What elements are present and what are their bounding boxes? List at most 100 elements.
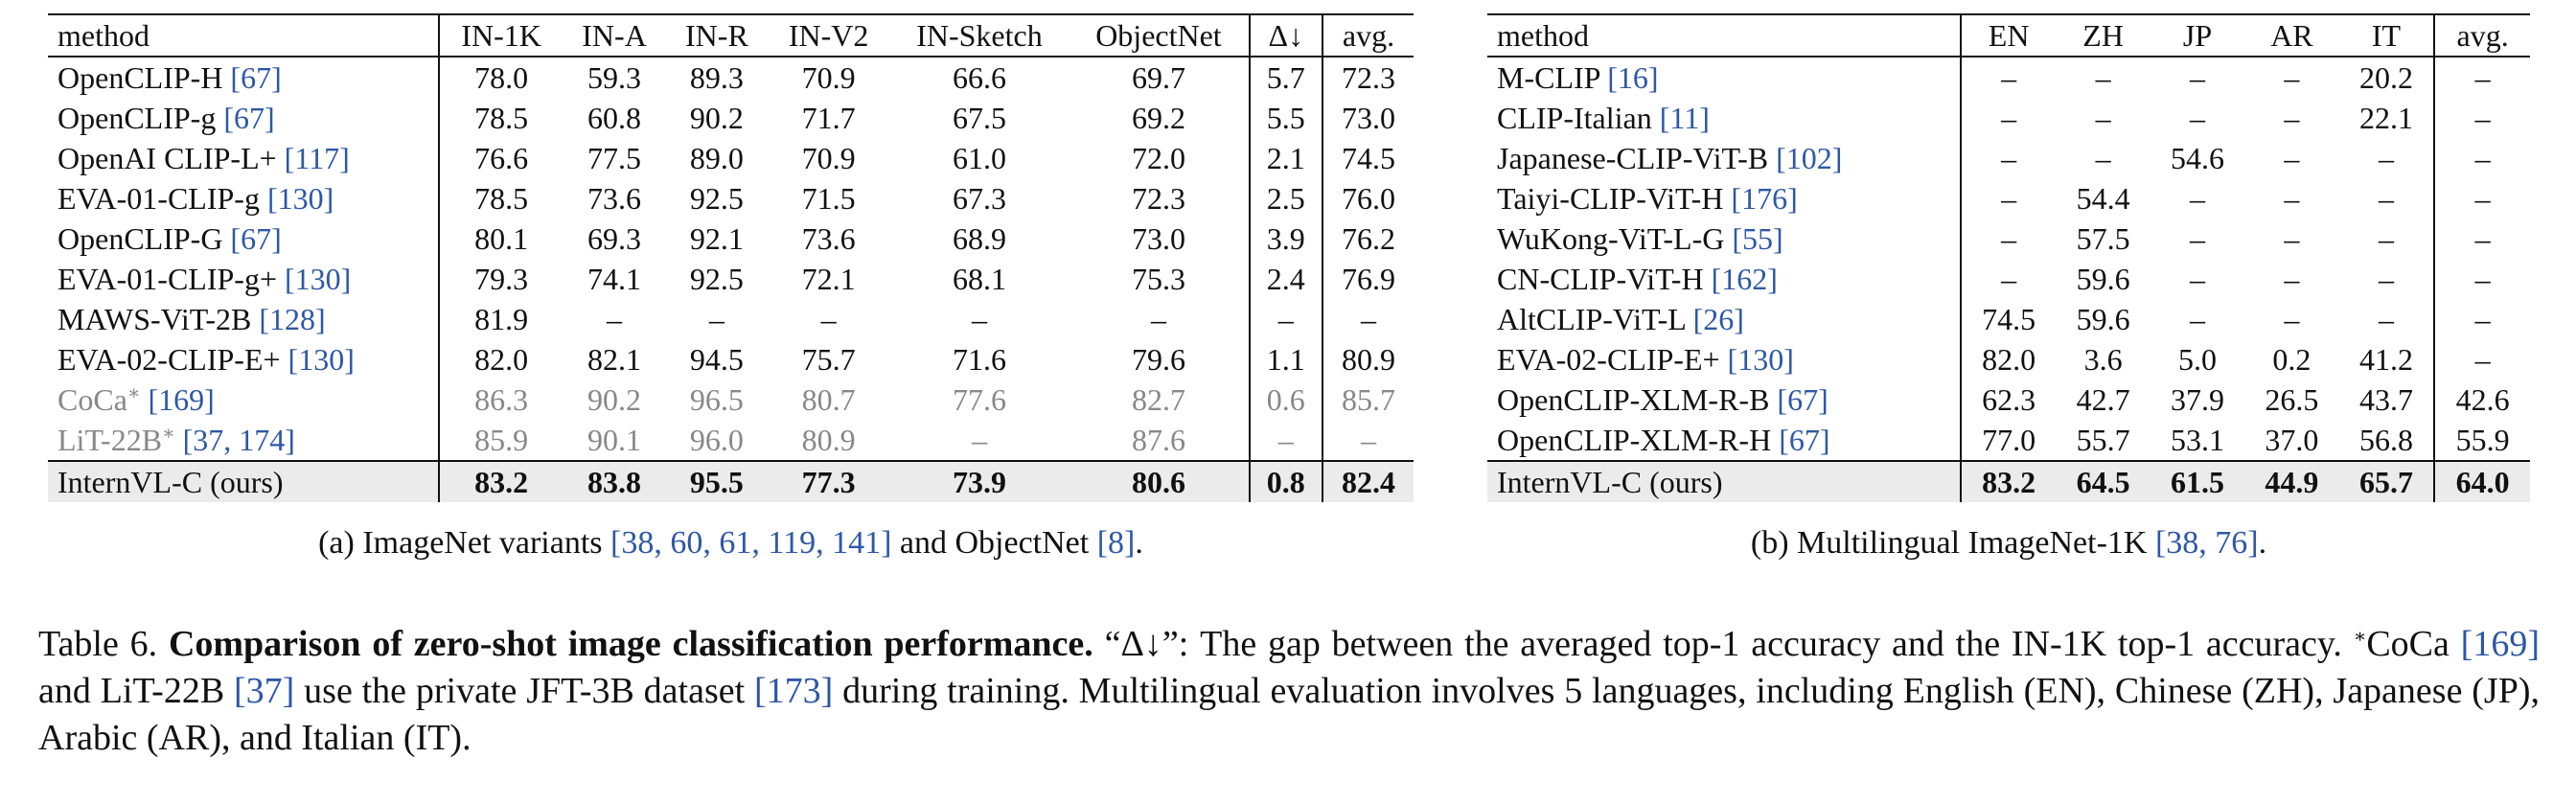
value-cell: –: [2190, 302, 2206, 336]
value-cell: 77.6: [952, 382, 1006, 417]
table-row: OpenAI CLIP-L+ [117] 76.6 77.5 89.0 70.9 61.0…: [48, 138, 1414, 178]
citation-link[interactable]: [130]: [288, 342, 355, 377]
value-cell: 76.2: [1321, 218, 1414, 259]
citation-link[interactable]: [130]: [1727, 342, 1794, 377]
caption-citation[interactable]: [173]: [754, 671, 834, 711]
method-name: OpenAI CLIP-L+: [58, 141, 277, 175]
value-cell: 22.1: [2358, 101, 2413, 135]
method-cell: EVA-02-CLIP-E+ [130]: [1487, 339, 1961, 380]
column-header: JP: [2150, 14, 2245, 58]
method-name: EVA-02-CLIP-E+: [1497, 342, 1720, 377]
column-header: EN: [1959, 14, 2057, 58]
citation-link[interactable]: [67]: [1777, 382, 1828, 417]
subcaption-a-citation-objectnet[interactable]: [8]: [1096, 525, 1136, 561]
citation-link[interactable]: [128]: [259, 302, 326, 336]
value-cell: 68.1: [952, 262, 1006, 296]
citation-link[interactable]: [67]: [223, 101, 275, 135]
table-row: OpenCLIP-XLM-R-H [67] 77.0 55.7 53.1 37.0 56.…: [1487, 420, 2530, 462]
column-header: IN-V2: [767, 14, 890, 58]
subcaption-a-period: .: [1135, 525, 1143, 561]
value-cell: –: [2190, 262, 2206, 296]
citation-link[interactable]: [16]: [1607, 60, 1659, 95]
caption-text: “Δ↓”: The gap between the averaged top-1…: [1092, 624, 2354, 664]
table-row: EVA-01-CLIP-g [130] 78.5 73.6 92.5 71.5 67.3 7…: [48, 178, 1414, 218]
method-name: CoCa: [58, 382, 127, 417]
method-cell: EVA-01-CLIP-g [130]: [48, 178, 439, 218]
subcaption-a-text: (a) ImageNet variants: [318, 525, 611, 561]
method-name: Taiyi-CLIP-ViT-H: [1497, 181, 1724, 216]
table-row: Taiyi-CLIP-ViT-H [176] –54.4– – – –: [1487, 178, 2530, 218]
value-cell: –: [708, 302, 724, 336]
method-name: AltCLIP-ViT-L: [1497, 302, 1686, 336]
citation-link[interactable]: [176]: [1731, 181, 1798, 216]
citation-link[interactable]: [102]: [1776, 141, 1843, 175]
subcaption-b-citation[interactable]: [38, 76]: [2154, 525, 2259, 561]
method-name: OpenCLIP-G: [58, 221, 223, 256]
column-header: avg.: [2433, 14, 2530, 58]
citation-link[interactable]: [26]: [1692, 302, 1744, 336]
value-cell: 73.9: [889, 461, 1070, 502]
citation-link[interactable]: [55]: [1732, 221, 1783, 256]
table-row: CLIP-Italian [11] – – – –22.1–: [1487, 98, 2530, 138]
value-cell: –: [2433, 178, 2530, 218]
value-cell: 71.6: [952, 342, 1006, 377]
method-name: InternVL-C (ours): [58, 465, 284, 499]
private-data-asterisk: ∗: [162, 423, 175, 445]
subcaption-a-citation[interactable]: [38, 60, 61, 119, 141]: [610, 525, 892, 561]
value-cell: –: [2433, 98, 2530, 138]
citation-link[interactable]: [117]: [284, 141, 350, 175]
table-row: WuKong-ViT-L-G [55] –57.5– – – –: [1487, 218, 2530, 259]
value-cell: 57.5: [2076, 221, 2130, 256]
method-cell: OpenCLIP-g [67]: [48, 98, 439, 138]
value-cell: 92.1: [689, 221, 744, 256]
method-name: OpenCLIP-XLM-R-B: [1497, 382, 1770, 417]
citation-link[interactable]: [130]: [285, 262, 352, 296]
method-cell: InternVL-C (ours): [1487, 461, 1961, 502]
value-cell: 42.6: [2433, 380, 2530, 420]
value-cell: 73.6: [587, 181, 642, 216]
value-cell: –: [2095, 60, 2111, 95]
value-cell: –: [2378, 262, 2394, 296]
value-cell: 3.9: [1248, 218, 1322, 259]
citation-link[interactable]: [37, 174]: [182, 423, 295, 457]
value-cell: 85.7: [1321, 380, 1414, 420]
value-cell: 87.6: [1069, 420, 1250, 462]
value-cell: 67.5: [952, 101, 1006, 135]
citation-link[interactable]: [67]: [1779, 423, 1830, 457]
method-cell: Japanese-CLIP-ViT-B [102]: [1487, 138, 1961, 178]
citation-link[interactable]: [162]: [1711, 262, 1778, 296]
value-cell: 94.5: [689, 342, 744, 377]
value-cell: 42.7: [2076, 382, 2130, 417]
column-header: avg.: [1321, 14, 1414, 58]
value-cell: –: [2284, 181, 2300, 216]
method-cell: OpenAI CLIP-L+ [117]: [48, 138, 439, 178]
column-header: IN-R: [666, 14, 768, 58]
citation-link[interactable]: [130]: [266, 181, 334, 216]
citation-link[interactable]: [67]: [230, 221, 282, 256]
value-cell: –: [2433, 259, 2530, 299]
value-cell: 55.9: [2433, 420, 2530, 462]
value-cell: 69.2: [1131, 101, 1185, 135]
value-cell: 59.3: [587, 60, 642, 95]
value-cell: 55.7: [2056, 420, 2150, 462]
value-cell: –: [2433, 218, 2530, 259]
value-cell: –: [2433, 57, 2530, 98]
caption-citation[interactable]: [169]: [2460, 624, 2540, 664]
table-row: OpenCLIP-g [67] 78.5 60.8 90.2 71.7 67.5 69.2 5…: [48, 98, 1414, 138]
private-data-asterisk: ∗: [126, 382, 141, 404]
value-cell: 76.0: [1321, 178, 1414, 218]
caption-citation[interactable]: [37]: [234, 671, 295, 711]
value-cell: –: [2190, 221, 2206, 256]
value-cell: 71.7: [801, 101, 856, 135]
citation-link[interactable]: [11]: [1659, 101, 1710, 135]
citation-link[interactable]: [67]: [230, 60, 282, 95]
value-cell: 80.1: [438, 218, 564, 259]
table-row: CoCa∗ [169] 86.3 90.2 96.5 80.7 77.6 82.7 0.6 85…: [48, 380, 1414, 420]
citation-link[interactable]: [169]: [148, 382, 215, 417]
value-cell: 78.0: [438, 57, 564, 98]
tables-area: method IN-1K IN-A IN-R IN-V2 IN-Sketch ObjectN…: [0, 13, 2576, 512]
value-cell: –: [2190, 101, 2206, 135]
value-cell: –: [2284, 221, 2300, 256]
value-cell: –: [2378, 141, 2394, 175]
value-cell: 37.0: [2244, 420, 2339, 462]
